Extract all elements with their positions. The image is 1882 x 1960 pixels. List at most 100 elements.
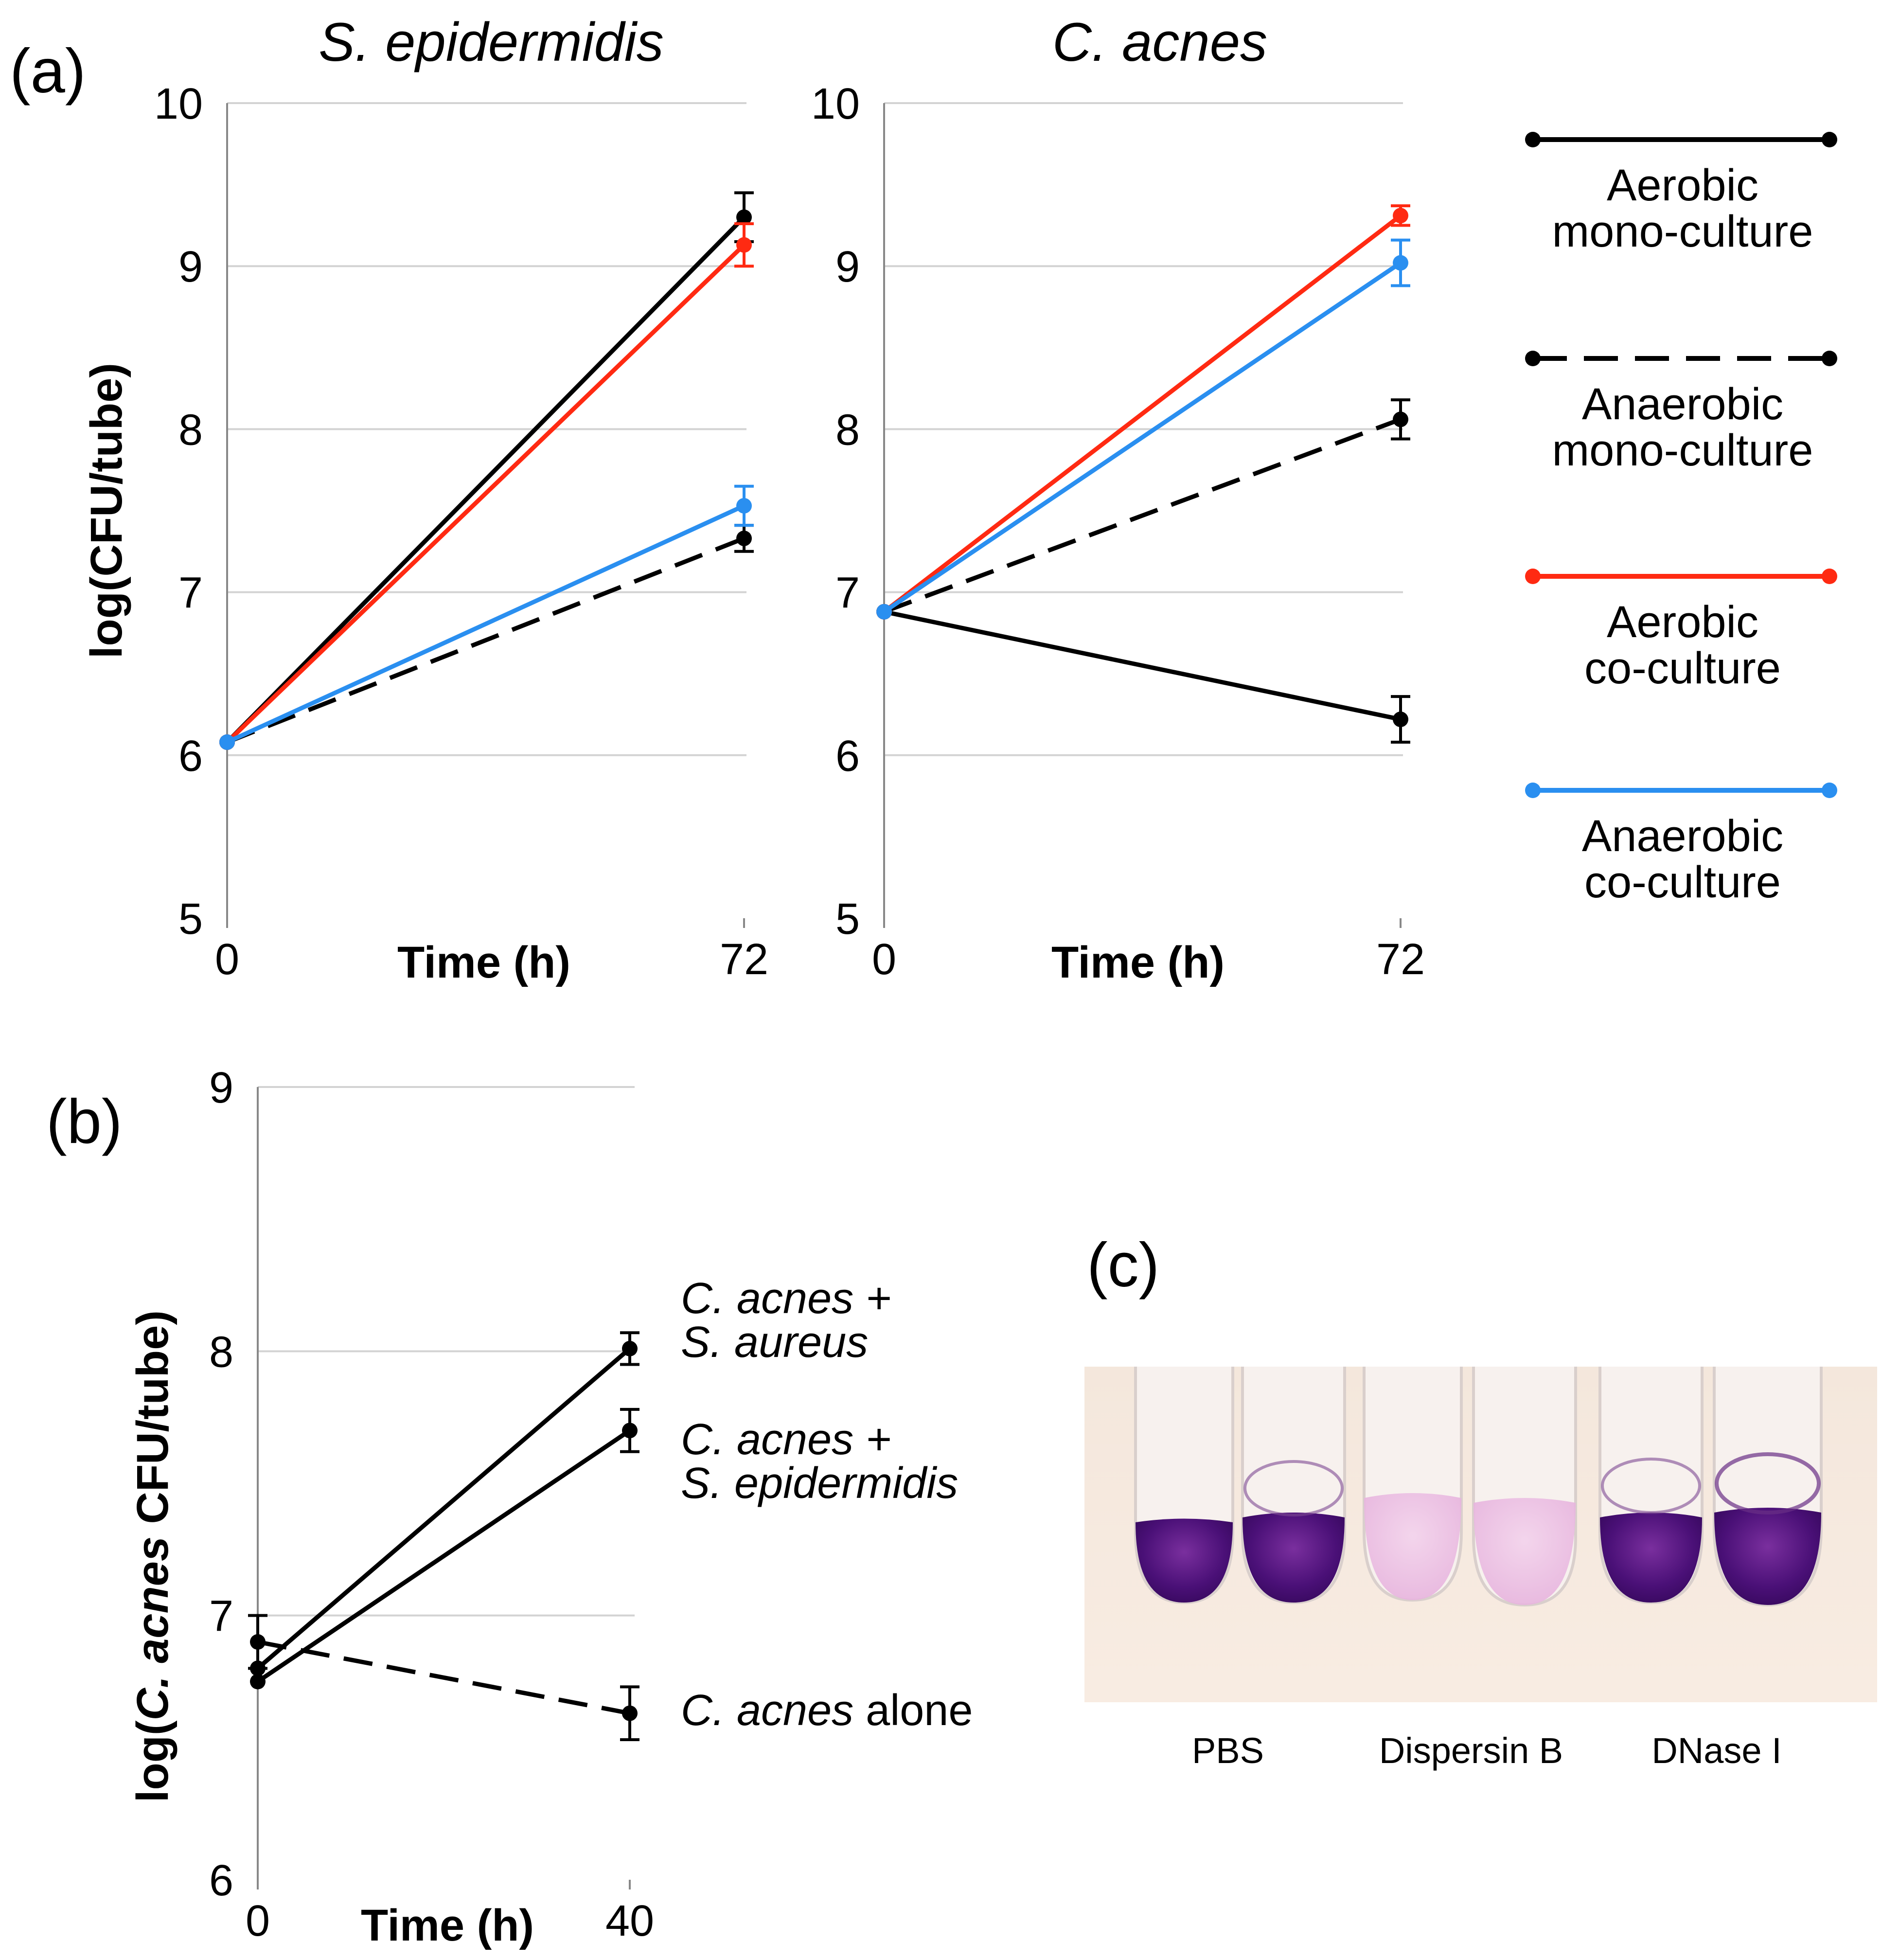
data-point [736,209,752,225]
series-group [876,204,1410,744]
y-tick-labels: 6 7 8 9 [209,1064,233,1905]
legend-label-line2: co-culture [1584,857,1781,907]
y-axis-title: log(C. acnes CFU/tube) [128,1310,178,1802]
data-point [736,498,752,514]
data-point [1393,712,1408,728]
series-label-s-epidermidis: C. acnes + [681,1415,891,1464]
x-tick-label: 72 [1376,935,1425,984]
x-tick-labels: 0 72 [215,935,768,984]
legend-label-line1: Aerobic [1607,597,1758,647]
legend-label-line2: mono-culture [1552,426,1813,475]
y-tick-label: 6 [209,1856,233,1905]
y-tick-labels: 5 6 7 8 9 10 [154,80,203,944]
photo-label-pbs: PBS [1192,1730,1264,1771]
series-label-s-aureus: C. acnes + [681,1274,891,1323]
series-line [256,1347,631,1670]
tube [1134,1367,1234,1604]
tube [1472,1367,1577,1607]
series-line [883,261,1402,614]
x-tick-label: 72 [720,935,768,984]
axes [226,103,745,928]
x-axis-title: Time (h) [361,1901,534,1950]
y-tick-label: 5 [835,895,860,944]
x-tick-label: 0 [246,1897,270,1945]
legend-marker [1822,569,1837,584]
y-axis-title: log(CFU/tube) [82,363,131,659]
series-line [226,536,745,745]
series-line [225,243,746,744]
y-tick-label: 9 [835,243,860,291]
axes [257,1087,631,1889]
chart-c-acnes: C. acnes 5 6 7 8 9 10 0 72 Time (h) [811,12,1425,987]
chart-title: S. epidermidis [319,12,664,72]
x-axis-title: Time (h) [1051,938,1225,987]
chart-c-acnes-growth: 6 7 8 9 0 40 Time (h) log(C. acnes CFU/tube)… [128,1064,973,1950]
y-tick-label: 9 [209,1064,233,1112]
data-point [250,1634,266,1650]
series-line [256,1428,631,1684]
legend-label-line1: Aerobic [1607,160,1758,210]
series-line [883,417,1402,614]
data-point [1393,411,1408,428]
legend-label-line1: Anaerobic [1582,379,1783,429]
y-tick-label: 8 [209,1328,233,1376]
x-tick-label: 40 [605,1897,654,1945]
y-tick-label: 5 [178,895,203,944]
panel-b-label: (b) [46,1087,122,1157]
legend-marker [1822,351,1837,366]
series-line [226,503,745,745]
chart-s-epidermidis: S. epidermidis 5 6 7 8 9 10 0 72 Time (h) log(… [82,12,768,987]
panel-c-label: (c) [1087,1230,1159,1300]
grid-lines [884,102,1403,756]
photo-label-dispersin-b: Dispersin B [1379,1730,1563,1771]
y-tick-label: 6 [178,732,203,781]
grid-lines [227,102,746,756]
data-point [1393,255,1408,271]
legend-label-line2: mono-culture [1552,207,1813,256]
tube [1241,1367,1346,1604]
data-point [736,237,752,253]
data-point [622,1423,638,1439]
y-tick-labels: 5 6 7 8 9 10 [811,80,860,944]
data-point [622,1705,638,1721]
series-label-s-epidermidis-2: S. epidermidis [681,1459,958,1508]
y-tick-label: 8 [835,406,860,454]
tube-photograph: PBS Dispersin B DNase I [1084,1367,1877,1771]
photo-label-dnase-i: DNase I [1651,1730,1781,1771]
legend: Aerobicmono-cultureAnaerobicmono-culture… [1525,132,1837,907]
legend-marker [1525,783,1541,798]
y-tick-label: 10 [811,80,860,128]
legend-marker [1822,132,1837,147]
series-label-alone: C. acnes alone [681,1686,973,1735]
data-point [876,604,892,620]
y-tick-label: 7 [835,569,860,618]
axes [883,103,1402,928]
tube [1713,1367,1823,1607]
chart-title: C. acnes [1052,12,1267,72]
legend-label-line1: Anaerobic [1582,811,1783,861]
y-tick-label: 7 [178,569,203,618]
tube [1363,1367,1463,1602]
series-line [225,215,746,744]
legend-marker [1822,783,1837,798]
grid-lines [258,1086,635,1617]
data-point [736,530,752,546]
series-group [248,1331,639,1742]
legend-marker [1525,132,1541,147]
y-tick-label: 10 [154,80,203,128]
x-tick-labels: 0 72 [872,935,1425,984]
legend-marker [1525,351,1541,366]
data-point [219,734,235,750]
legend-marker [1525,569,1541,584]
legend-label-line2: co-culture [1584,643,1781,693]
y-tick-label: 8 [178,406,203,454]
x-tick-label: 0 [215,935,239,984]
series-line [883,214,1402,614]
data-point [250,1674,266,1690]
data-point [622,1340,638,1356]
data-point [1393,208,1408,224]
tube [1598,1367,1704,1604]
x-tick-label: 0 [872,935,896,984]
panel-a-label: (a) [10,36,86,106]
